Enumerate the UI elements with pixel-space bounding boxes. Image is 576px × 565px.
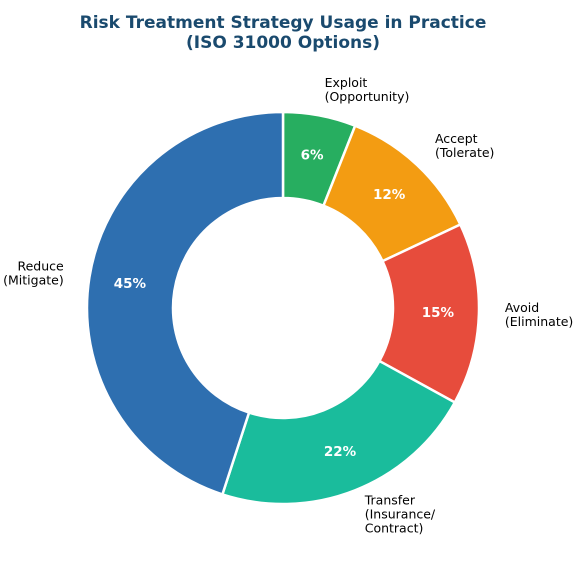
value-label: 15% xyxy=(422,305,455,321)
slice-label: Exploit (Opportunity) xyxy=(325,74,410,103)
slice-label: Transfer (Insurance/Contract) xyxy=(364,492,436,535)
value-label: 22% xyxy=(324,444,357,460)
slice xyxy=(85,110,285,496)
value-label: 45% xyxy=(114,276,147,292)
chart-title: Risk Treatment Strategy Usage in Practic… xyxy=(80,13,487,53)
value-label: 6% xyxy=(301,148,324,164)
slice-label: Accept (Tolerate) xyxy=(435,131,494,160)
slice-label: Avoid (Eliminate) xyxy=(505,299,573,328)
value-label: 12% xyxy=(373,187,406,203)
slice-label: Reduce (Mitigate) xyxy=(3,258,64,287)
slice xyxy=(220,359,457,506)
